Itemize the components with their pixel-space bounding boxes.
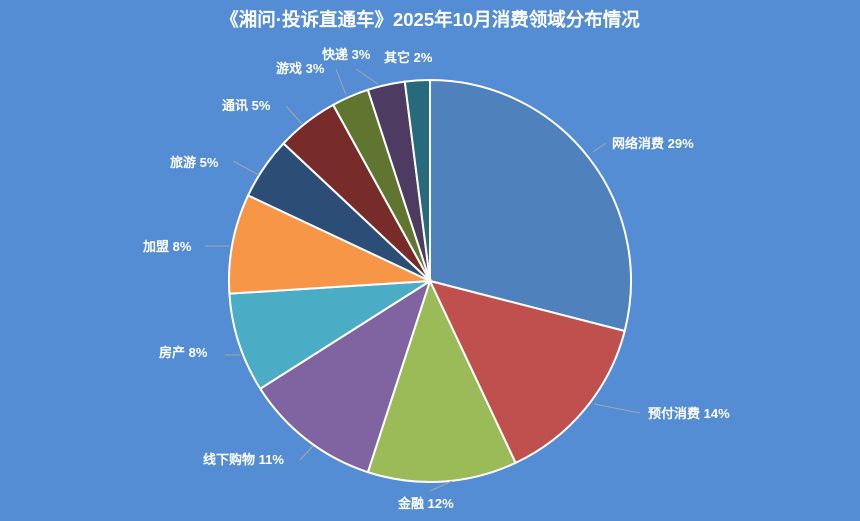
pie-slices [228,78,632,483]
leader-line [299,445,314,461]
pie-slice [258,278,432,474]
leader-line [355,68,379,85]
pie-slice [429,78,632,333]
data-label: 预付消费 14% [648,406,730,421]
data-label: 线下购物 11% [203,452,284,467]
pie-slice [428,279,626,465]
leader-line [593,403,641,414]
pie-slice [366,278,517,483]
data-label: 游戏 3% [276,61,325,76]
chart-title: 《湘问·投诉直通车》2025年10月消费领域分布情况 [220,9,640,30]
leader-line [592,142,607,153]
data-label: 房产 8% [159,345,208,360]
data-label: 快递 3% [322,47,371,62]
data-label: 其它 2% [384,50,433,65]
data-label: 旅游 5% [170,155,219,170]
data-label: 金融 12% [397,496,454,511]
leader-line [335,68,347,96]
pie-slice [228,194,431,295]
pie-slice [228,280,431,391]
pie-slice [403,78,431,282]
data-label: 加盟 8% [142,239,192,254]
data-label: 网络消费 29% [612,136,694,151]
leader-line [285,105,303,125]
leader-lines [205,68,641,492]
data-labels: 网络消费 29% 预付消费 14% 金融 12% 线下购物 11% 房产 8% 加盟 8%… [142,47,730,511]
data-label: 通讯 5% [222,98,271,113]
leader-line [429,480,453,492]
leader-line [232,160,260,176]
